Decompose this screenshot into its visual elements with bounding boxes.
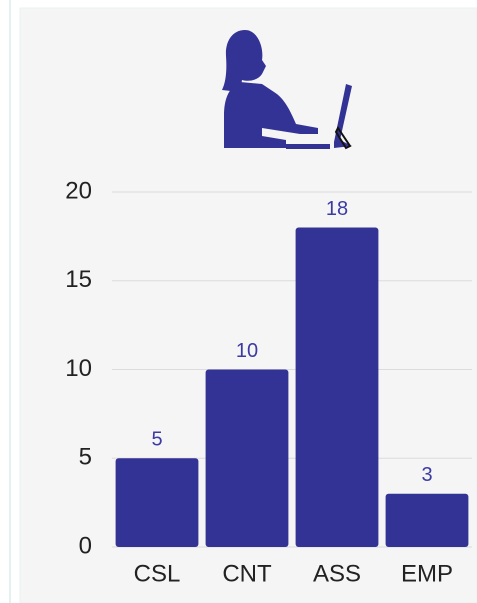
x-tick-label: CNT [222,560,272,587]
bar [205,369,289,547]
y-tick-label: 10 [65,355,92,382]
y-tick-label: 5 [79,444,92,471]
person-icon [222,30,352,150]
x-tick-label: ASS [313,560,361,587]
y-tick-label: 0 [79,532,92,559]
data-label: 5 [151,429,162,451]
x-tick-label: CSL [134,560,181,587]
data-label: 3 [421,464,432,486]
bar [115,458,199,547]
bar [385,493,469,547]
x-tick-label: EMP [401,560,453,587]
y-tick-label: 20 [65,177,92,204]
bar [295,227,379,547]
data-label: 18 [326,198,348,220]
data-label: 10 [236,340,258,362]
y-tick-label: 15 [65,266,92,293]
